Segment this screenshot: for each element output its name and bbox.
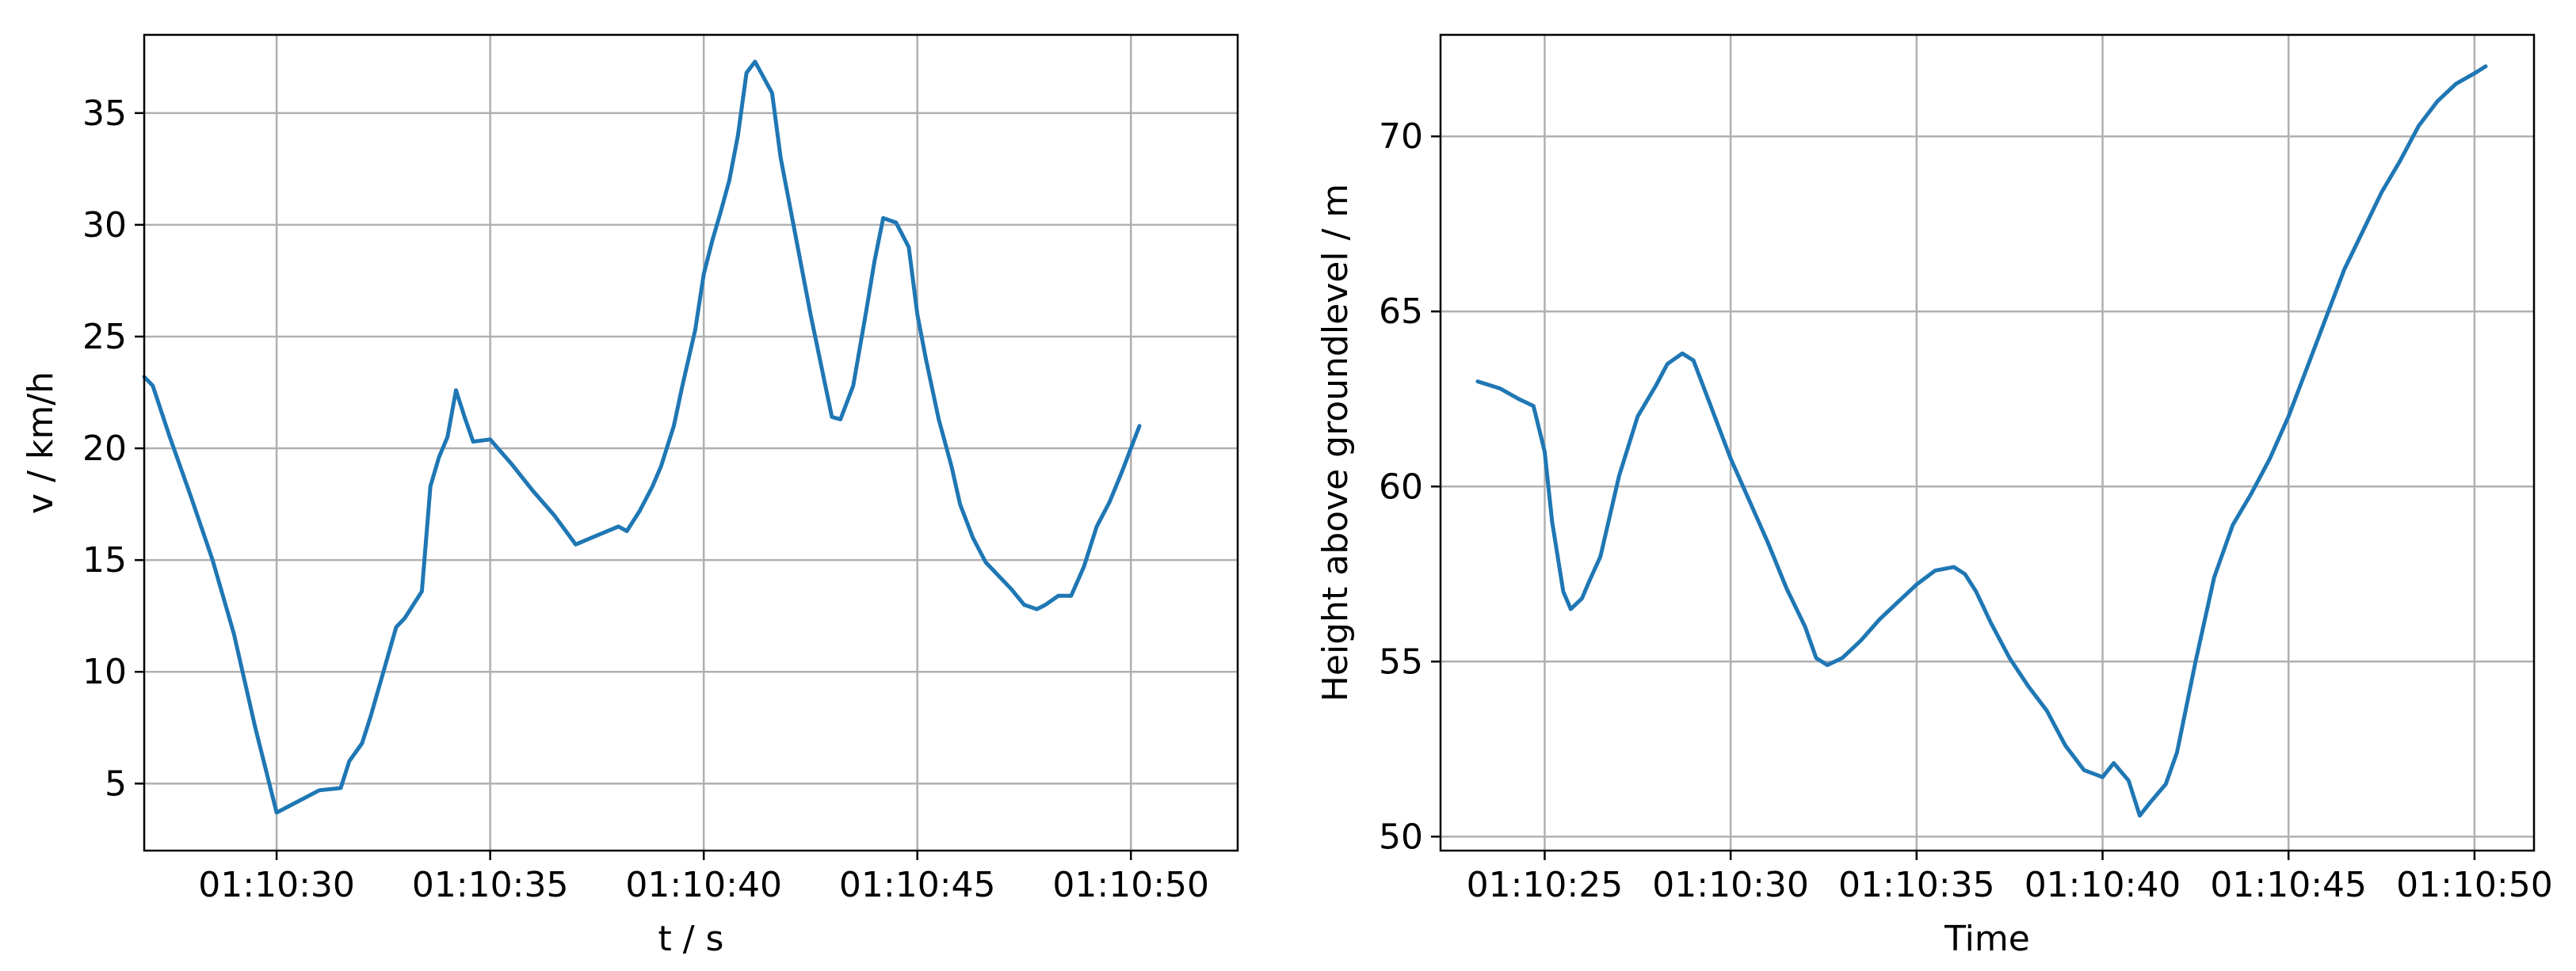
x-axis-label: Time <box>1944 919 2030 959</box>
y-axis-label: v / km/h <box>21 371 61 514</box>
axis-ticks: 01:10:25 01:10:30 01:10:35 01:10:40 01:10:45… <box>1379 116 2553 905</box>
x-tick-label: 01:10:30 <box>1652 865 1809 905</box>
y-tick-label: 55 <box>1379 642 1423 682</box>
y-tick-label: 10 <box>82 652 127 692</box>
height-chart: 01:10:25 01:10:30 01:10:35 01:10:40 01:10:45… <box>1315 33 2553 959</box>
gridlines <box>1441 35 2534 851</box>
series-layer <box>142 59 1142 815</box>
series-layer <box>1475 64 2488 818</box>
x-tick-label: 01:10:50 <box>1052 865 1209 905</box>
plot-area <box>144 35 1238 851</box>
x-tick-label: 01:10:45 <box>839 865 996 905</box>
x-tick-label: 01:10:35 <box>1838 865 1995 905</box>
y-tick-label: 5 <box>105 763 127 804</box>
x-tick-label: 01:10:25 <box>1467 865 1624 905</box>
x-tick-label: 01:10:40 <box>2025 865 2181 905</box>
plot-frame <box>1439 33 2536 852</box>
y-tick-label: 30 <box>82 205 127 246</box>
x-tick-label: 01:10:30 <box>198 865 355 905</box>
y-tick-label: 25 <box>82 317 127 357</box>
axis-ticks: 01:10:30 01:10:35 01:10:40 01:10:45 01:10:50… <box>82 93 1209 905</box>
y-tick-label: 65 <box>1379 291 1423 332</box>
x-tick-label: 01:10:45 <box>2210 865 2367 905</box>
y-axis-label: Height above groundlevel / m <box>1315 184 1356 702</box>
x-tick-label: 01:10:35 <box>412 865 569 905</box>
y-tick-label: 15 <box>82 540 127 581</box>
x-tick-label: 01:10:40 <box>625 865 782 905</box>
y-tick-label: 60 <box>1379 466 1423 507</box>
y-tick-label: 20 <box>82 428 127 469</box>
x-axis-label: t / s <box>658 919 724 959</box>
y-tick-label: 35 <box>82 93 127 134</box>
speed-chart: 01:10:30 01:10:35 01:10:40 01:10:45 01:10:50… <box>21 33 1239 959</box>
y-tick-label: 70 <box>1379 116 1423 157</box>
plot-area <box>1441 35 2534 851</box>
x-tick-label: 01:10:50 <box>2396 865 2553 905</box>
y-tick-label: 50 <box>1379 817 1423 857</box>
plot-frame <box>143 33 1239 852</box>
series-line <box>1475 64 2488 818</box>
series-line <box>142 59 1142 815</box>
